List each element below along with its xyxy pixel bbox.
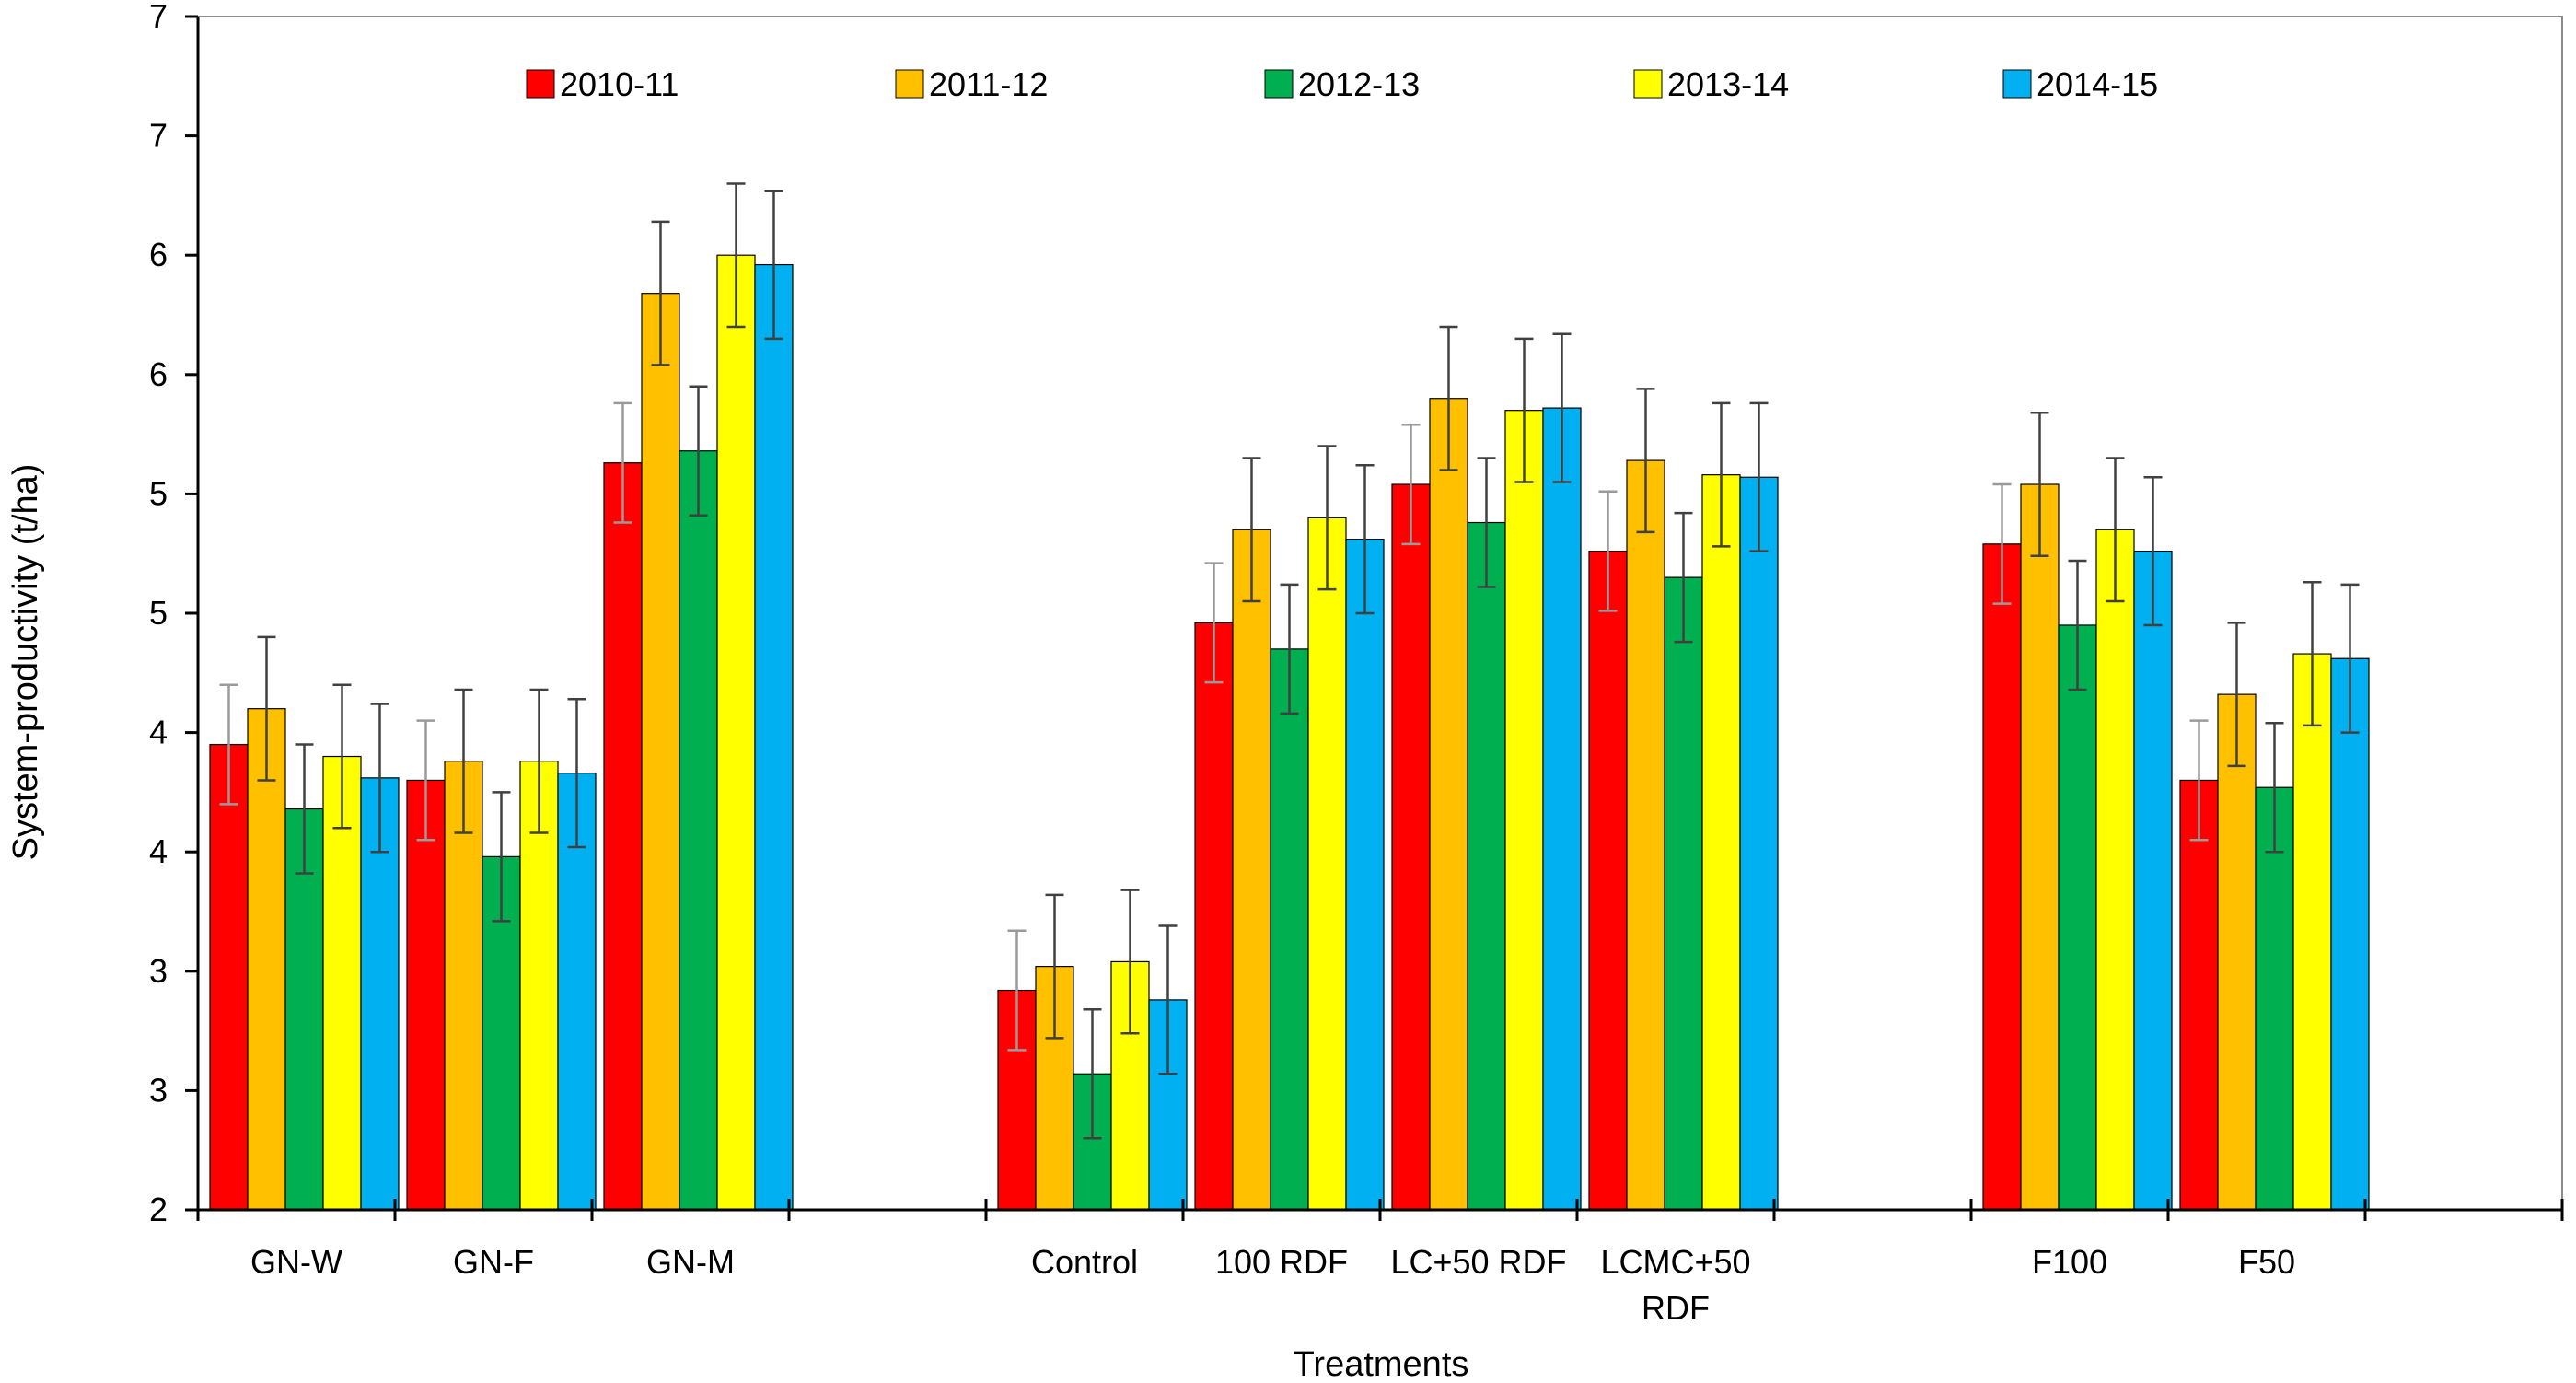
- bar-2011-12-GN-M: [641, 293, 680, 1211]
- y-axis-title: System-productivity (t/ha): [6, 464, 45, 861]
- bar-2013-14-GN-W: [322, 755, 362, 1211]
- y-tick-label: 2: [149, 1191, 168, 1228]
- bar-2014-15-100-RDF: [1345, 539, 1385, 1211]
- axes-layer: 2 3 3 4 4 5 5 6 6 7 7 GN-W GN-F GN-M Control 100 RDF LC+…: [149, 0, 2564, 1327]
- bar-2011-12-100-RDF: [1232, 529, 1271, 1211]
- bar-2011-12-LCMC+50-RDF: [1626, 459, 1665, 1211]
- bar-2012-13-100-RDF: [1270, 648, 1309, 1211]
- bar-2012-13-F100: [2058, 624, 2097, 1211]
- y-tick-label: 4: [149, 714, 168, 751]
- x-tick-label: GN-F: [453, 1243, 534, 1281]
- x-tick-label: GN-W: [250, 1243, 342, 1281]
- x-tick-label: RDF: [1642, 1289, 1710, 1327]
- bar-2013-14-F50: [2292, 653, 2332, 1211]
- legend: 2010-11 2011-12 2012-13 2013-14 2014-15: [526, 65, 2158, 103]
- y-tick-label: 6: [149, 236, 168, 273]
- x-tick-label: LCMC+50: [1600, 1243, 1750, 1281]
- x-axis-title: Treatments: [1294, 1345, 1469, 1383]
- y-tick-label: 6: [149, 355, 168, 393]
- y-tick-label: 5: [149, 594, 168, 632]
- bar-2013-14-100-RDF: [1307, 517, 1347, 1211]
- legend-label: 2012-13: [1298, 65, 1420, 103]
- legend-label: 2011-12: [929, 65, 1048, 103]
- y-tick-label: 3: [149, 952, 168, 990]
- legend-swatch: [1264, 69, 1294, 99]
- x-tick-label: LC+50 RDF: [1390, 1243, 1566, 1281]
- bar-2010-11-LCMC+50-RDF: [1588, 551, 1628, 1211]
- bar-2011-12-F50: [2217, 693, 2257, 1211]
- bar-2013-14-GN-M: [716, 254, 756, 1211]
- legend-swatch: [526, 69, 555, 99]
- legend-swatch: [1633, 69, 1663, 99]
- legend-swatch: [895, 69, 924, 99]
- bar-2010-11-LC+50-RDF: [1391, 483, 1431, 1211]
- bar-2010-11-GN-M: [603, 462, 643, 1211]
- bar-2014-15-LCMC+50-RDF: [1739, 476, 1779, 1211]
- bar-2012-13-GN-W: [284, 808, 324, 1211]
- bar-2011-12-GN-W: [247, 708, 286, 1211]
- y-tick-label: 3: [149, 1071, 168, 1109]
- y-tick-label: 7: [149, 117, 168, 155]
- x-tick-label: Control: [1031, 1243, 1138, 1281]
- bars-layer: [209, 254, 2370, 1211]
- error-bars-layer: [219, 182, 2360, 1140]
- bar-2012-13-GN-M: [679, 450, 718, 1211]
- bar-2014-15-LC+50-RDF: [1542, 407, 1582, 1211]
- bar-2011-12-GN-F: [444, 761, 483, 1211]
- legend-label: 2014-15: [2036, 65, 2158, 103]
- x-tick-label: GN-M: [646, 1243, 735, 1281]
- bar-2010-11-F100: [1982, 543, 2022, 1211]
- bar-2014-15-F50: [2330, 657, 2370, 1211]
- x-tick-label: F50: [2238, 1243, 2295, 1281]
- bar-2011-12-F100: [2020, 483, 2060, 1211]
- bar-2010-11-GN-F: [406, 779, 446, 1211]
- legend-label: 2010-11: [560, 65, 679, 103]
- bar-2010-11-F50: [2179, 779, 2219, 1211]
- legend-swatch: [2002, 69, 2032, 99]
- x-tick-label: 100 RDF: [1215, 1243, 1348, 1281]
- bar-2013-14-LCMC+50-RDF: [1701, 474, 1741, 1211]
- bar-2014-15-GN-M: [754, 263, 794, 1211]
- y-tick-label: 7: [149, 0, 168, 35]
- bar-2013-14-F100: [2095, 529, 2135, 1211]
- legend-label: 2013-14: [1667, 65, 1789, 103]
- bar-2010-11-100-RDF: [1194, 622, 1234, 1211]
- bar-2012-13-LCMC+50-RDF: [1664, 576, 1703, 1211]
- bar-2010-11-GN-W: [209, 743, 249, 1211]
- y-tick-label: 5: [149, 474, 168, 512]
- y-tick-label: 4: [149, 832, 168, 870]
- bar-2012-13-LC+50-RDF: [1467, 521, 1506, 1211]
- bar-2013-14-LC+50-RDF: [1504, 410, 1544, 1211]
- bar-2014-15-F100: [2133, 551, 2173, 1211]
- bar-2011-12-LC+50-RDF: [1429, 398, 1468, 1211]
- x-tick-label: F100: [2032, 1243, 2107, 1281]
